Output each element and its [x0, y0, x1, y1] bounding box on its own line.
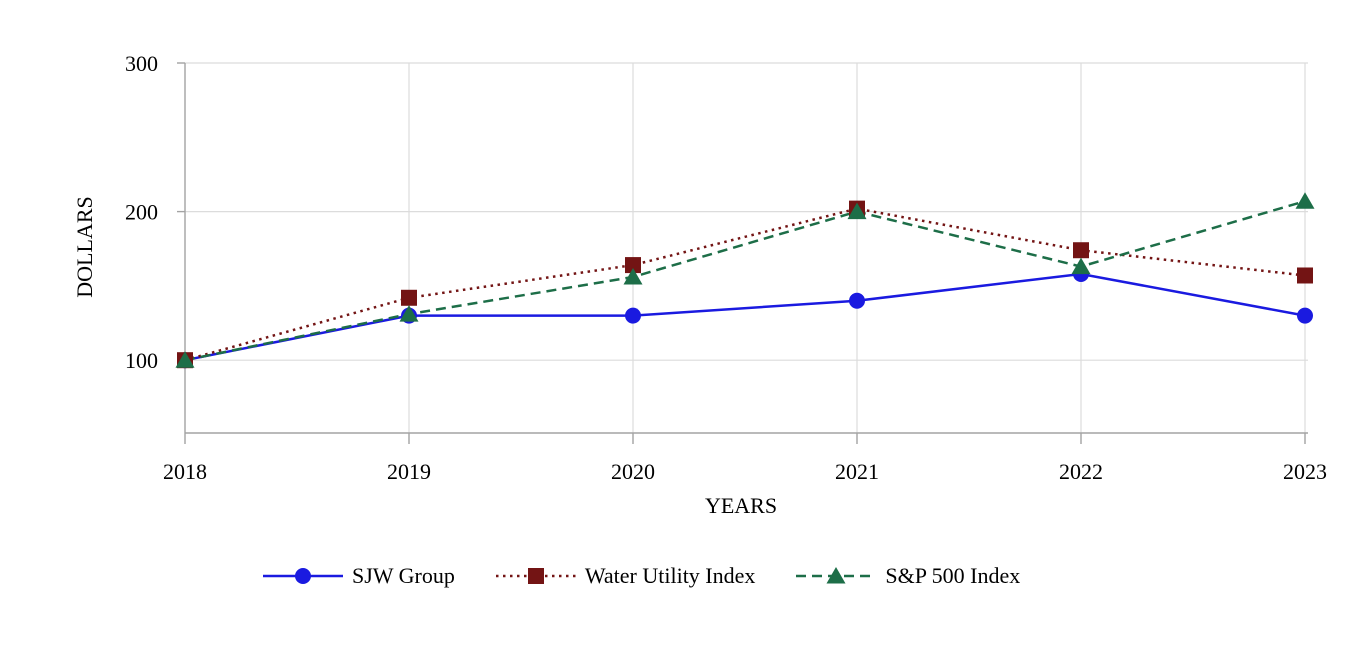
series-line	[184, 199, 1306, 362]
circle-marker	[295, 568, 311, 584]
plot-area: 100 200 300 2018 2019 2020 2021 2022 2023	[125, 51, 1327, 484]
circle-marker	[1297, 307, 1313, 324]
triangle-marker	[826, 567, 846, 584]
legend: SJW Group Water Utility Index S&P 500 Inde…	[263, 563, 1020, 589]
triangle-marker	[1071, 257, 1091, 275]
series-line	[184, 207, 1306, 362]
legend-label: S&P 500 Index	[885, 563, 1021, 588]
triangle-marker	[1295, 192, 1315, 209]
x-tick-label: 2023	[1283, 459, 1327, 484]
triangle-marker	[399, 305, 419, 322]
square-marker	[1073, 242, 1089, 259]
circle-marker	[625, 307, 641, 324]
series-line	[184, 272, 1306, 362]
legend-sample-triangle	[796, 567, 877, 584]
legend-item: S&P 500 Index	[796, 563, 1020, 589]
y-tick-label: 100	[125, 348, 158, 373]
circle-marker	[849, 292, 865, 309]
x-tick-label: 2022	[1059, 459, 1103, 484]
y-axis-title: DOLLARS	[72, 196, 97, 298]
triangle-marker	[623, 267, 643, 285]
y-tick-label: 300	[125, 51, 158, 76]
square-marker	[401, 289, 417, 306]
x-tick-label: 2021	[835, 459, 879, 484]
x-tick-label: 2020	[611, 459, 655, 484]
x-tick-label: 2018	[163, 459, 207, 484]
square-marker	[527, 568, 544, 584]
triangle-marker	[847, 202, 867, 220]
legend-label: SJW Group	[352, 563, 455, 588]
legend-item: Water Utility Index	[495, 563, 756, 589]
x-axis-title: YEARS	[704, 493, 778, 518]
legend-item: SJW Group	[263, 563, 455, 589]
square-marker	[1297, 267, 1313, 284]
legend-sample-square	[495, 568, 576, 584]
y-tick-label: 200	[125, 200, 158, 225]
square-marker	[625, 257, 641, 274]
legend-sample-circle	[263, 568, 343, 584]
x-tick-label: 2019	[387, 459, 431, 484]
triangle-marker	[175, 351, 195, 368]
legend-label: Water Utility Index	[584, 563, 756, 588]
